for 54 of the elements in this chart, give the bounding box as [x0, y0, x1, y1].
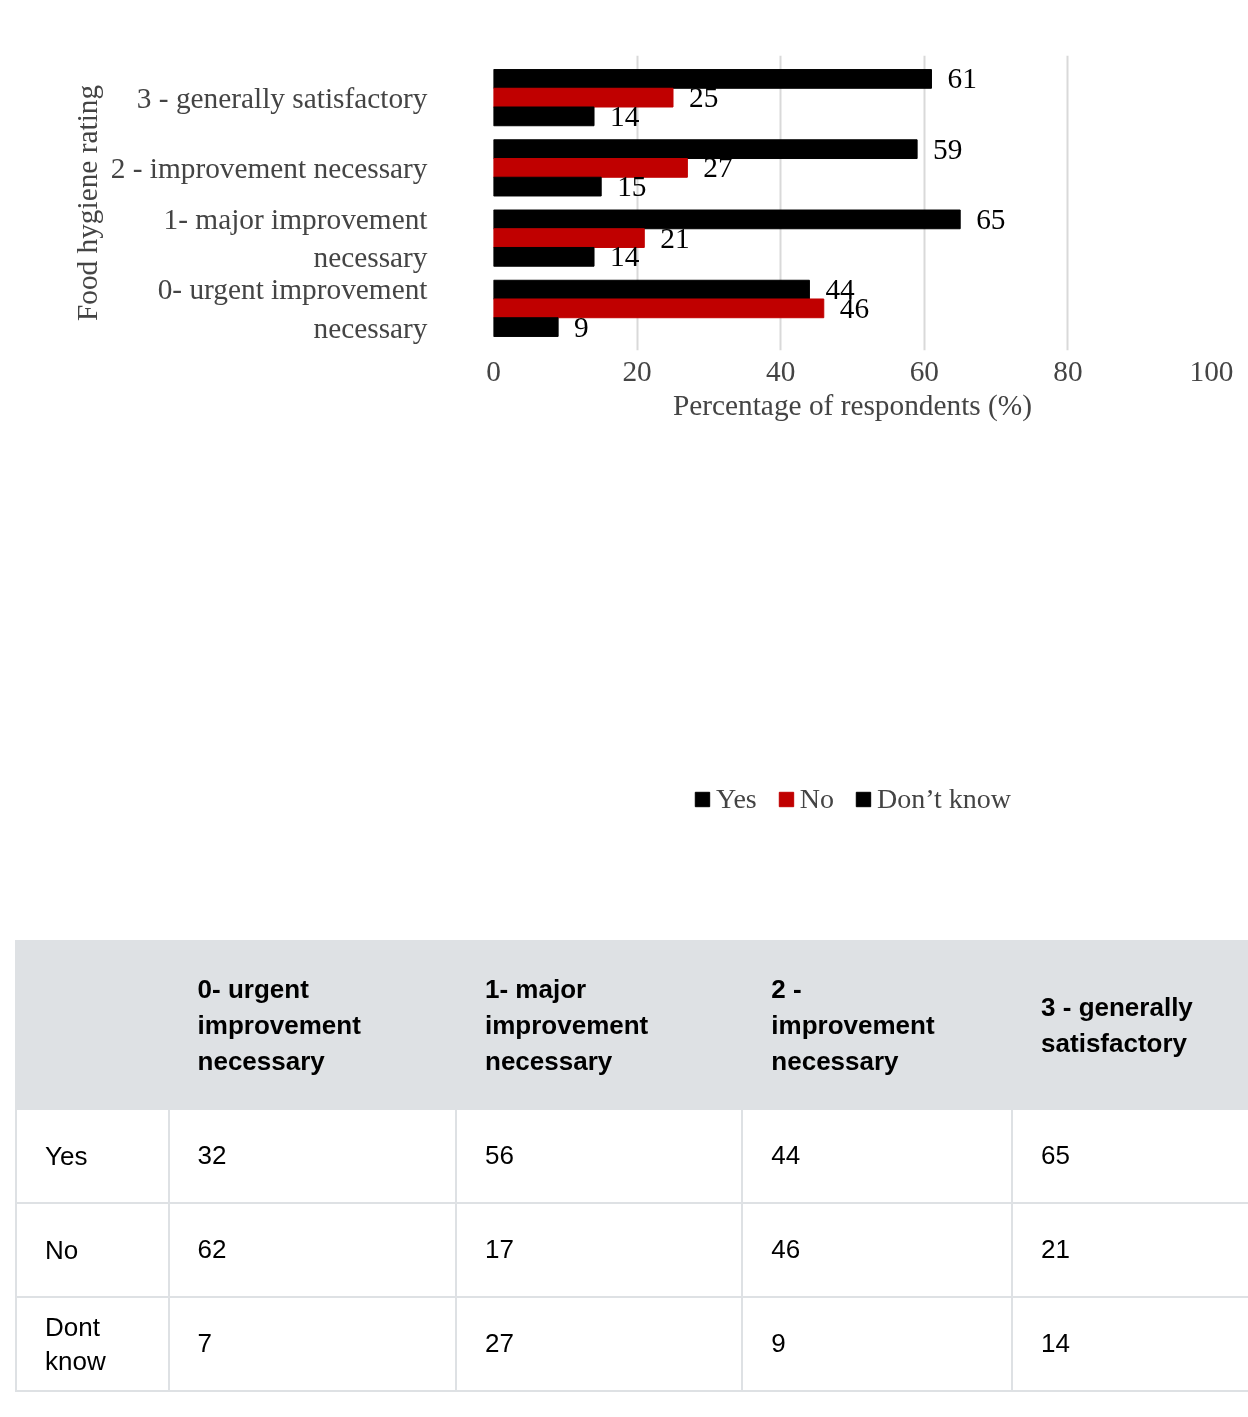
data-label: 62 [168, 1203, 456, 1297]
category-label: 3 - generally satisfactory [1012, 941, 1248, 1109]
data-label: 56 [456, 1109, 743, 1203]
bar [493, 279, 810, 300]
data-label: 46 [742, 1203, 1013, 1297]
x-tick-label: 60 [909, 354, 939, 387]
data-label: 21 [660, 221, 690, 254]
bar [493, 298, 825, 319]
category-label: 1- major improvement necessary [456, 941, 743, 1109]
data-label: 17 [456, 1203, 743, 1297]
text: No [16, 1203, 169, 1297]
legend-label: Yes [715, 783, 757, 815]
data-label: 7 [168, 1297, 456, 1391]
data-label: 14 [610, 99, 640, 132]
category-label: 2 - improvement necessary [742, 941, 1013, 1109]
bar [493, 69, 932, 89]
y-tick-label: 2 - improvement necessary [110, 151, 428, 184]
data-label: 61 [947, 62, 977, 95]
data-label: 44 [742, 1109, 1013, 1203]
text: Dont know [16, 1297, 169, 1391]
x-tick-label: 0 [486, 354, 501, 387]
x-tick-label: 100 [1189, 354, 1234, 387]
bar [493, 87, 674, 108]
bar [493, 209, 961, 230]
bar [493, 246, 595, 267]
text: Yes [16, 1109, 169, 1203]
data-label: 65 [976, 202, 1006, 235]
legend-label: Don’t know [876, 783, 1012, 815]
data-label: 32 [168, 1109, 456, 1203]
bar [493, 317, 559, 337]
bar [493, 228, 645, 248]
data-label: 21 [1012, 1203, 1248, 1297]
data-label: 59 [933, 132, 963, 165]
bar [493, 139, 918, 160]
data-label: 14 [1012, 1297, 1248, 1391]
y-tick-label: 0- urgent improvement necessary [157, 273, 428, 344]
y-tick-label: 1- major improvement necessary [163, 202, 428, 274]
x-tick-label: 20 [622, 354, 652, 387]
data-label: 65 [1012, 1109, 1248, 1203]
x-tick-label: 80 [1053, 354, 1083, 387]
y-axis-title: Food hygiene rating [70, 84, 103, 322]
data-label: 27 [456, 1297, 743, 1391]
bar [493, 158, 688, 178]
bar [493, 176, 602, 197]
x-tick-label: 40 [766, 354, 796, 387]
data-label: 25 [689, 81, 719, 114]
y-tick-label: 3 - generally satisfactory [136, 81, 428, 114]
data-label: 9 [574, 310, 589, 343]
bar [493, 106, 595, 127]
x-axis-title: Percentage of respondents (%) [672, 388, 1033, 422]
data-label: 9 [742, 1297, 1013, 1391]
legend-label: No [799, 783, 834, 815]
data-label: 15 [617, 170, 647, 203]
data-label: 14 [610, 240, 640, 273]
